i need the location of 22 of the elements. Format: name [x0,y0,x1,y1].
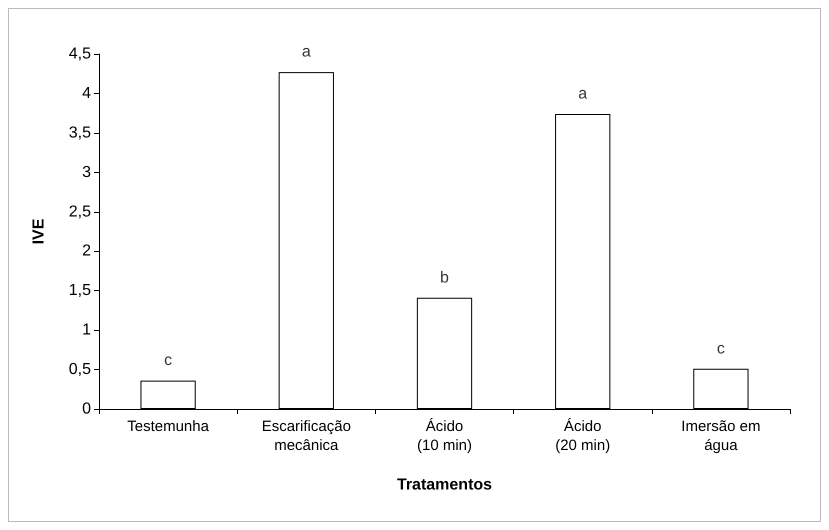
x-tick-label: Imersão em água [681,418,760,454]
y-tick-label: 0,5 [68,361,92,378]
x-axis-title: Tratamentos [396,476,492,494]
annotation: b [440,269,450,286]
annotation: c [164,352,172,370]
x-tick-label: Testemunha [127,418,210,435]
y-tick-label: 4 [82,84,92,102]
y-axis-title: IVE [30,218,48,244]
y-tick-label: 4,5 [68,46,92,62]
annotation: c [716,340,725,358]
x-tick-label: Ácido (10 min) [416,417,472,454]
annotation: a [302,44,311,61]
y-tick-label: 3,5 [68,124,92,142]
x-tick-label: Escarificação mecânica [262,418,351,454]
y-tick-label: 2,5 [68,203,92,220]
y-tick-label: 0 [82,400,92,418]
x-tick-label: Ácido (20 min) [555,417,610,454]
y-tick-label: 3 [82,164,92,181]
y-tick-label: 2 [82,242,92,260]
annotation: a [578,85,588,102]
y-tick-label: 1 [82,322,92,339]
y-tick-label: 1,5 [68,282,92,300]
